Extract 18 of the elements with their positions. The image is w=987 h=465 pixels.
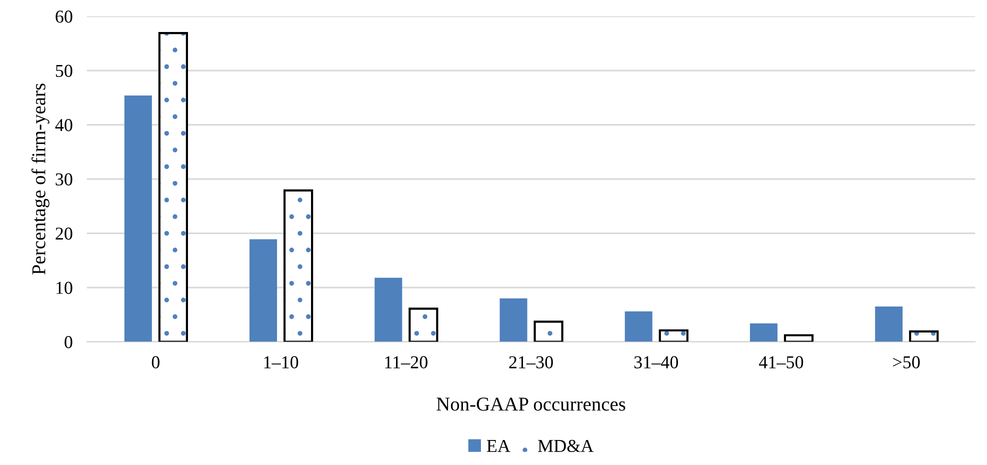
y-tick-label: 10 — [56, 282, 72, 294]
y-tick-label: 60 — [56, 10, 72, 23]
legend-label: MD&A — [538, 440, 594, 452]
x-tick-label: >50 — [893, 356, 920, 368]
legend-label: EA — [486, 440, 510, 452]
y-tick-label: 40 — [55, 119, 72, 132]
x-tick-label: 41–50 — [759, 356, 804, 368]
x-axis-title: Non-GAAP occurrences — [436, 398, 626, 411]
x-tick-label: 31–40 — [634, 356, 678, 368]
y-axis-title: Percentage of firm-years — [31, 84, 50, 275]
x-tick-label: 0 — [152, 356, 160, 368]
x-tick-label: 11–20 — [385, 356, 428, 368]
y-tick-label: 20 — [56, 228, 72, 240]
y-tick-label: 50 — [56, 64, 72, 77]
y-tick-label: 0 — [64, 336, 72, 348]
x-tick-label: 1–10 — [264, 356, 298, 368]
x-tick-label: 21–30 — [509, 356, 553, 368]
y-tick-label: 30 — [56, 173, 72, 186]
